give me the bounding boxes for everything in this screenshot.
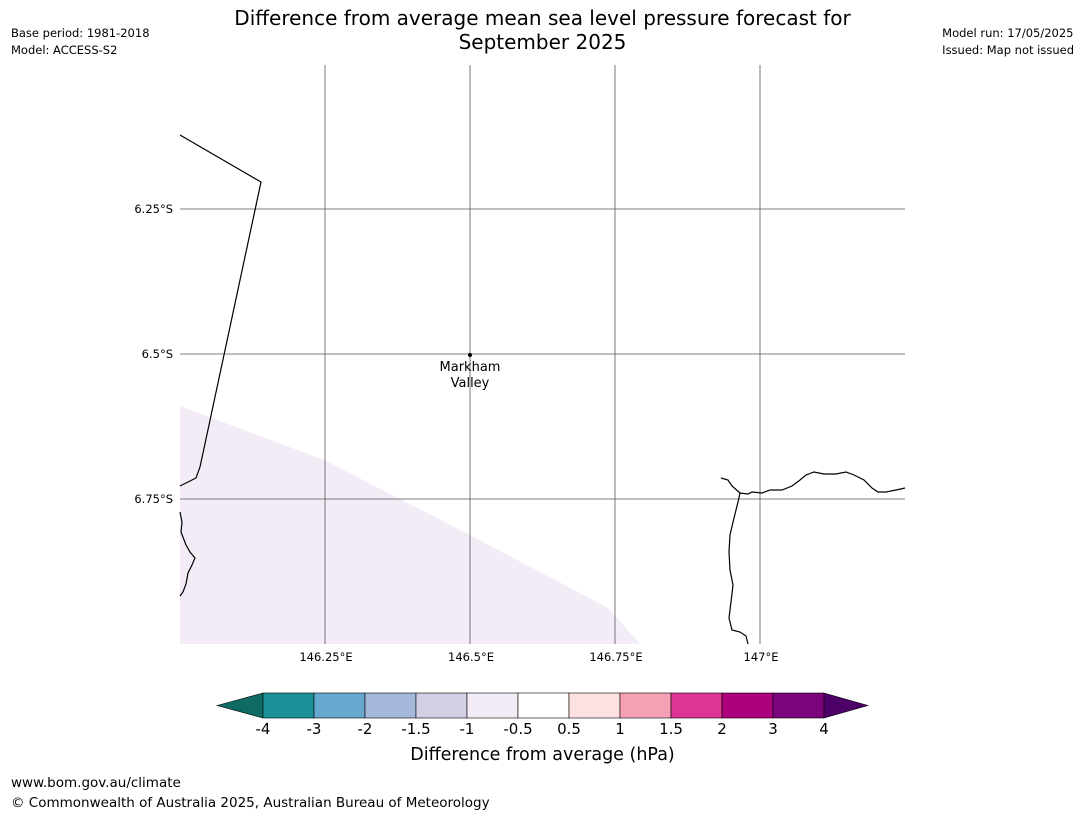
- coastlines: [179, 134, 906, 645]
- colorbar-bin: [619, 692, 672, 719]
- colorbar-bin: [415, 692, 468, 719]
- place-label-line1: Markham: [439, 360, 501, 375]
- colorbar-tick-label: 1: [615, 720, 625, 738]
- colorbar-tick-label: 2: [717, 720, 727, 738]
- meta-right: Model run: 17/05/2025 Issued: Map not is…: [942, 25, 1074, 59]
- coast-east: [720, 471, 906, 495]
- colorbar: [215, 692, 870, 719]
- colorbar-tick-label: 0.5: [557, 720, 581, 738]
- colorbar-bin: [517, 692, 570, 719]
- lon-label: 146.25°E: [299, 650, 353, 664]
- colorbar-bin: [466, 692, 519, 719]
- colorbar-bin: [364, 692, 417, 719]
- colorbar-bin: [568, 692, 621, 719]
- place-label: Markham Valley: [410, 360, 530, 392]
- colorbar-bin: [262, 692, 315, 719]
- footer-url: www.bom.gov.au/climate: [11, 775, 181, 791]
- map-title-line2: September 2025: [458, 30, 627, 54]
- colorbar-tick-label: -0.5: [503, 720, 533, 738]
- lat-label: 6.75°S: [134, 492, 173, 506]
- colorbar-tick-label: 3: [768, 720, 778, 738]
- lon-label: 146.75°E: [589, 650, 643, 664]
- place-marker: [468, 353, 472, 357]
- map-title-line1: Difference from average mean sea level p…: [234, 6, 851, 30]
- border-line: [179, 134, 262, 487]
- meta-left: Base period: 1981-2018 Model: ACCESS-S2: [11, 25, 150, 59]
- colorbar-bin: [670, 692, 723, 719]
- lon-label: 147°E: [743, 650, 779, 664]
- colorbar-tick-label: -3: [306, 720, 322, 738]
- base-period-text: Base period: 1981-2018: [11, 26, 150, 40]
- graticule: [180, 65, 905, 644]
- footer-copyright: © Commonwealth of Australia 2025, Austra…: [11, 795, 490, 811]
- colorbar-bin: [313, 692, 366, 719]
- colorbar-tick-label: -4: [255, 720, 271, 738]
- colorbar-tick-label: -1.5: [401, 720, 431, 738]
- lat-label: 6.25°S: [134, 202, 173, 216]
- place-label-line2: Valley: [450, 376, 490, 391]
- colorbar-tick-label: 1.5: [659, 720, 683, 738]
- map-title: Difference from average mean sea level p…: [0, 6, 1085, 54]
- model-text: Model: ACCESS-S2: [11, 43, 118, 57]
- colorbar-tick-label: -1: [459, 720, 475, 738]
- colorbar-bin: [721, 692, 774, 719]
- colorbar-extend-max: [823, 692, 870, 719]
- colorbar-title: Difference from average (hPa): [410, 745, 675, 765]
- model-run-text: Model run: 17/05/2025: [942, 26, 1074, 40]
- coast-east-river: [728, 492, 749, 645]
- colorbar-extend-min: [215, 692, 264, 719]
- issued-text: Issued: Map not issued: [942, 43, 1074, 57]
- lat-label: 6.5°S: [141, 347, 173, 361]
- colorbar-tick-label: -2: [357, 720, 373, 738]
- lon-label: 146.5°E: [448, 650, 494, 664]
- coast-west: [179, 511, 196, 597]
- colorbar-tick-label: 4: [819, 720, 829, 738]
- colorbar-bin: [772, 692, 825, 719]
- anomaly-shaded-region: [180, 406, 640, 644]
